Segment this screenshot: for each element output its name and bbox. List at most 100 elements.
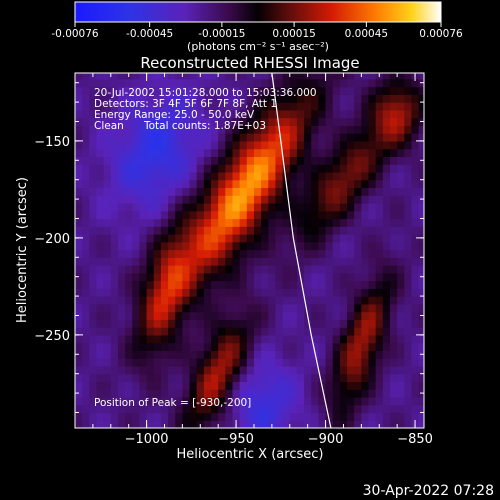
heatmap-cell [332, 156, 341, 165]
heatmap-cell [146, 187, 155, 196]
heatmap-cell [75, 86, 83, 95]
heatmap-cell [296, 117, 305, 126]
heatmap-cell [182, 358, 191, 367]
heatmap-cell [125, 327, 133, 336]
heatmap-cell [103, 257, 112, 266]
heatmap-cell [139, 373, 148, 383]
heatmap-cell [139, 350, 148, 359]
heatmap-cell [375, 389, 384, 398]
heatmap-cell [225, 381, 234, 390]
heatmap-cell [168, 164, 176, 173]
heatmap-cell [261, 86, 269, 95]
heatmap-cell [232, 234, 241, 243]
heatmap-cell [160, 86, 169, 95]
heatmap-cell [160, 202, 169, 212]
heatmap-cell [361, 350, 370, 359]
heatmap-cell [96, 365, 105, 375]
heatmap-cell [168, 342, 176, 351]
heatmap-cell [189, 280, 198, 289]
heatmap-cell [168, 272, 176, 282]
heatmap-cell [203, 358, 212, 367]
heatmap-cell [153, 334, 162, 344]
heatmap-cell [168, 396, 176, 406]
heatmap-cell [225, 365, 234, 375]
heatmap-cell [211, 156, 219, 165]
heatmap-cell [397, 303, 405, 313]
heatmap-cell [89, 202, 98, 212]
heatmap-cell [132, 117, 141, 126]
heatmap-cell [110, 319, 119, 328]
heatmap-cell [103, 125, 112, 134]
heatmap-cell [132, 373, 141, 383]
heatmap-cell [146, 365, 155, 375]
heatmap-cell [275, 342, 284, 351]
heatmap-cell [160, 164, 169, 173]
heatmap-cell [411, 249, 420, 258]
heatmap-cell [304, 272, 312, 282]
heatmap-cell [117, 249, 126, 258]
heatmap-cell [196, 272, 205, 282]
heatmap-cell [332, 78, 341, 88]
heatmap-cell [411, 179, 420, 189]
heatmap-cell [289, 156, 298, 165]
heatmap-cell [418, 179, 424, 189]
heatmap-cell [203, 102, 212, 111]
heatmap-cell [354, 412, 362, 421]
heatmap-cell [189, 195, 198, 204]
heatmap-cell [125, 210, 133, 220]
heatmap-cell [203, 109, 212, 119]
heatmap-cell [375, 412, 384, 421]
heatmap-cell [153, 102, 162, 111]
heatmap-cell [318, 78, 327, 88]
heatmap-cell [246, 303, 255, 313]
heatmap-cell [411, 265, 420, 274]
heatmap-cell [382, 202, 391, 212]
heatmap-cell [203, 272, 212, 282]
heatmap-cell [289, 296, 298, 305]
y-tick-label: −150 [34, 135, 70, 150]
heatmap-cell [275, 381, 284, 390]
heatmap-cell [339, 334, 348, 344]
heatmap-cell [311, 373, 320, 383]
heatmap-cell [375, 226, 384, 235]
heatmap-cell [139, 86, 148, 95]
heatmap-cell [368, 86, 377, 95]
heatmap-cell [382, 140, 391, 150]
heatmap-cell [182, 404, 191, 414]
heatmap-cell [218, 272, 226, 282]
heatmap-cell [96, 140, 105, 150]
heatmap-cell [289, 280, 298, 289]
heatmap-cell [325, 389, 334, 398]
heatmap-cell [153, 117, 162, 126]
heatmap-cell [375, 202, 384, 212]
heatmap-cell [354, 125, 362, 134]
heatmap-cell [375, 280, 384, 289]
heatmap-cell [253, 381, 262, 390]
heatmap-cell [318, 218, 327, 227]
heatmap-cell [168, 265, 176, 274]
heatmap-cell [211, 319, 219, 328]
heatmap-cell [225, 73, 234, 80]
heatmap-cell [318, 334, 327, 344]
heatmap-cell [318, 187, 327, 196]
heatmap-cell [289, 73, 298, 80]
heatmap-cell [311, 86, 320, 95]
heatmap-cell [354, 86, 362, 95]
heatmap-cell [411, 156, 420, 165]
heatmap-cell [168, 389, 176, 398]
heatmap-cell [125, 117, 133, 126]
heatmap-cell [103, 241, 112, 251]
heatmap-cell [275, 327, 284, 336]
heatmap-cell [354, 140, 362, 150]
heatmap-cell [89, 296, 98, 305]
heatmap-cell [117, 94, 126, 103]
heatmap-cell [225, 303, 234, 313]
heatmap-cell [132, 272, 141, 282]
heatmap-cell [146, 303, 155, 313]
heatmap-cell [175, 288, 183, 297]
heatmap-cell [339, 187, 348, 196]
heatmap-cell [404, 373, 413, 383]
heatmap-cell [110, 133, 119, 142]
heatmap-cell [325, 296, 334, 305]
heatmap-cell [361, 365, 370, 375]
